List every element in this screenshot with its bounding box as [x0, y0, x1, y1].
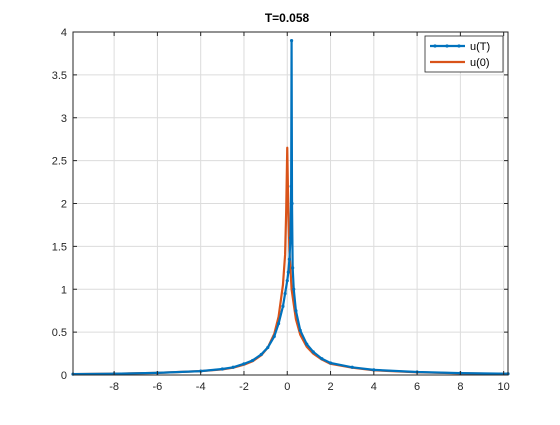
data-point [372, 368, 376, 372]
legend-marker [433, 44, 437, 48]
data-point [328, 361, 333, 365]
data-point [281, 304, 285, 308]
x-tick-label: 4 [371, 381, 377, 393]
x-tick-label: -4 [196, 381, 206, 393]
legend-marker [457, 44, 461, 48]
data-point [289, 38, 294, 43]
x-tick-label: 6 [414, 381, 420, 393]
x-tick-label: 8 [457, 381, 463, 393]
data-point [320, 357, 324, 361]
data-point [292, 287, 296, 291]
data-point [286, 270, 290, 274]
data-point [266, 345, 270, 350]
data-point [289, 184, 293, 188]
y-tick-label: 3.5 [52, 70, 67, 82]
series-layer [71, 38, 510, 376]
y-tick-label: 0.5 [52, 327, 67, 339]
data-point [276, 321, 281, 326]
x-tick-label: -2 [239, 381, 249, 393]
legend-label: u(0) [470, 57, 490, 69]
legend: u(T) u(0) [424, 35, 504, 73]
legend-box [424, 35, 504, 73]
legend-label: u(T) [470, 41, 490, 53]
data-point [242, 362, 246, 366]
data-point [291, 266, 295, 270]
data-point [272, 334, 276, 339]
data-point [231, 365, 235, 369]
y-tick-label: 1.5 [52, 241, 67, 253]
legend-marker [445, 44, 449, 48]
y-tick-label: 3 [61, 113, 67, 125]
data-point [251, 358, 255, 363]
series-line-ut [72, 39, 509, 376]
data-point [259, 352, 263, 357]
data-point [298, 328, 302, 333]
data-point [350, 365, 354, 369]
y-tick-label: 1 [61, 284, 67, 296]
x-tick-label: 2 [327, 381, 333, 393]
data-point [287, 257, 292, 261]
chart-title: T=0.058 [265, 11, 310, 25]
data-point [283, 291, 287, 296]
data-point [288, 236, 293, 240]
x-tick-label: -6 [153, 381, 163, 393]
x-tick-label: 0 [284, 381, 290, 393]
data-point [220, 367, 224, 371]
x-tick-label: -8 [109, 381, 119, 393]
data-point [311, 350, 315, 354]
y-tick-label: 2.5 [52, 156, 67, 168]
data-point [290, 201, 294, 206]
y-tick-label: 0 [61, 370, 67, 382]
y-tick-label: 4 [61, 27, 67, 39]
x-tick-label: 10 [498, 381, 510, 393]
y-tick-label: 2 [61, 199, 67, 211]
ticks: -8 -6 -4 -2 0 2 4 6 8 10 0 0.5 1 1.5 2 2.5 3 3.5 4 [52, 27, 510, 393]
data-point [285, 279, 289, 283]
data-point [294, 309, 298, 313]
data-point [305, 342, 309, 346]
